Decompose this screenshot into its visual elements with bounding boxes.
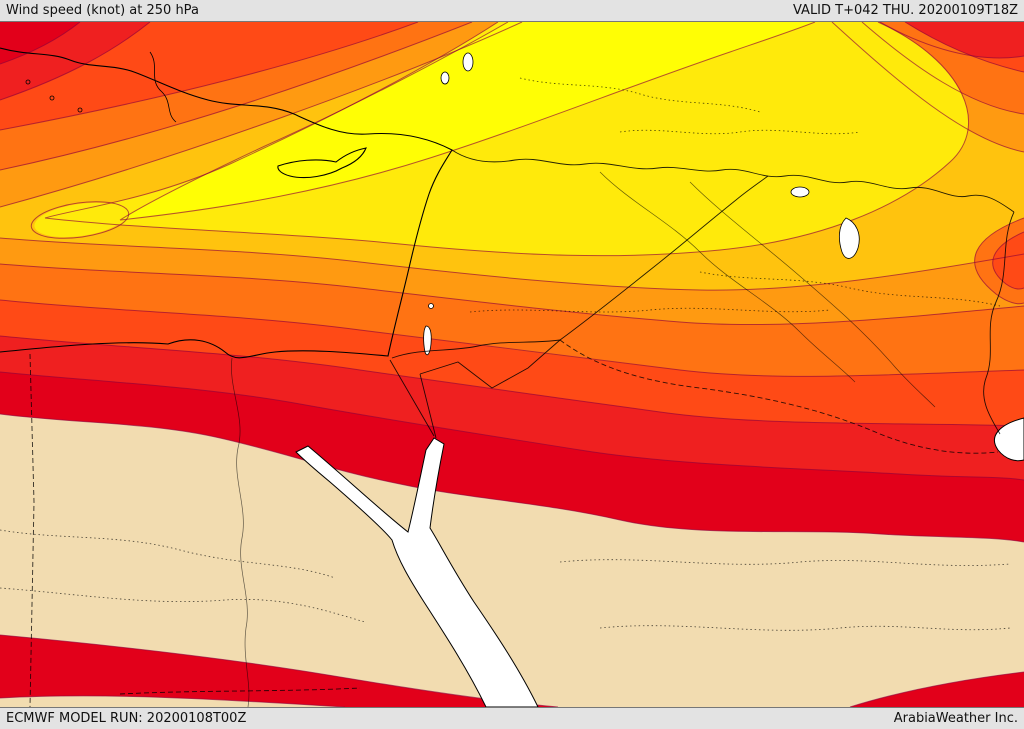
dotted-line-iraq <box>699 271 1001 307</box>
wind-band-fill-east-tongue-inner <box>992 232 1024 289</box>
nile-river <box>231 357 250 707</box>
contour-line <box>0 263 1024 326</box>
wind-band-fill-south-band <box>0 635 558 707</box>
turkish-lake-1 <box>462 52 474 72</box>
border-syria-iraq <box>559 175 769 341</box>
red-sea-with-gulf-of-suez-and-aqaba <box>295 437 539 707</box>
border-iraq-iran <box>983 211 1015 435</box>
coastline-aegean-detail <box>149 51 177 123</box>
contour-line <box>879 22 1024 59</box>
dotted-line-turkey-1 <box>519 77 761 113</box>
dotted-line-egypt-2 <box>0 587 366 623</box>
aegean-island <box>49 95 55 101</box>
wind-band-fill-corner-nw-inner <box>0 22 80 64</box>
contour-line <box>0 22 151 101</box>
footer-bar: ECMWF MODEL RUN: 20200108T00Z ArabiaWeat… <box>0 707 1024 729</box>
contour-line <box>0 22 473 171</box>
contour-line <box>904 22 1024 73</box>
contour-line <box>974 217 1024 305</box>
contour-line <box>831 22 1024 153</box>
contour-line <box>119 22 816 221</box>
dead-sea <box>423 325 432 356</box>
border-turkey-south <box>451 149 1015 213</box>
contour-line <box>30 201 130 239</box>
persian-gulf-tip <box>993 417 1024 462</box>
geography-layer <box>0 47 1024 707</box>
contour-line <box>44 22 969 257</box>
border-syria-jordan <box>391 339 561 359</box>
model-run-label: ECMWF MODEL RUN: 20200108T00Z <box>6 710 247 726</box>
aegean-island <box>25 79 31 85</box>
contour-line <box>0 413 1024 543</box>
map-title: Wind speed (knot) at 250 hPa <box>6 2 199 18</box>
border-israel-egypt <box>389 359 435 437</box>
tigris-river <box>689 181 936 408</box>
wind-band-fill-west-pocket <box>34 202 126 238</box>
contour-line <box>0 237 1024 291</box>
contour-line <box>0 22 523 208</box>
attribution-label: ArabiaWeather Inc. <box>893 710 1018 726</box>
aegean-island <box>77 107 83 113</box>
wind-band-fill-8-jet-core <box>120 22 815 220</box>
header-bar: Wind speed (knot) at 250 hPa VALID T+042… <box>0 0 1024 22</box>
wind-speed-map <box>0 22 1024 707</box>
euphrates-river <box>599 171 856 383</box>
border-egypt-libya <box>29 353 35 707</box>
valid-time: VALID T+042 THU. 20200109T18Z <box>792 2 1018 18</box>
contour-line <box>861 22 1024 115</box>
turkish-lake-2 <box>440 71 450 85</box>
dotted-line-egypt-1 <box>0 529 336 579</box>
wind-speed-fill-bands <box>0 22 1024 707</box>
border-iraq-saudi <box>559 339 999 454</box>
lake-urmia <box>838 217 860 259</box>
contour-line <box>0 22 419 131</box>
lake-van <box>790 186 810 198</box>
contour-line <box>849 671 1024 707</box>
sea-of-galilee <box>428 303 434 309</box>
contour-line <box>0 335 1024 427</box>
cyprus-island <box>277 147 367 179</box>
border-egypt-sudan <box>119 687 361 695</box>
wind-band-fill-south-band-east <box>850 672 1024 707</box>
contour-line <box>0 371 1024 481</box>
coastline-egypt-levant-turkey <box>0 47 453 359</box>
contour-lines <box>0 22 1024 707</box>
dotted-line-saudi-2 <box>599 625 1011 631</box>
border-jordan-saudi <box>419 339 561 439</box>
